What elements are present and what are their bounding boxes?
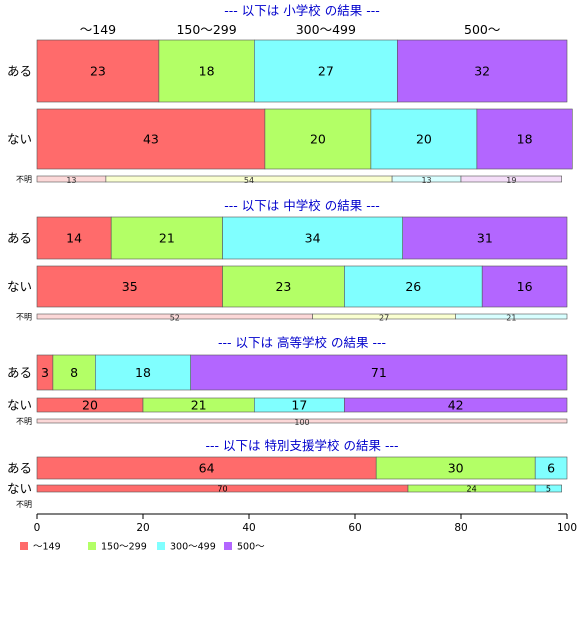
data-label: 8 xyxy=(70,365,78,380)
data-label: 18 xyxy=(517,132,533,147)
bar-segment xyxy=(222,216,403,260)
data-label: 71 xyxy=(371,365,387,380)
legend-label: 150〜299 xyxy=(101,542,147,553)
x-tick-label: 0 xyxy=(34,522,41,534)
row-label: ない xyxy=(7,398,32,413)
row-label: 不明 xyxy=(16,312,32,321)
legend-label: 300〜499 xyxy=(170,542,216,553)
row-label: ない xyxy=(7,132,32,147)
data-label: 17 xyxy=(291,398,307,413)
legend-swatch xyxy=(20,542,28,550)
top-category-label: 〜149 xyxy=(80,22,116,37)
bar-segment xyxy=(158,39,255,103)
data-label: 20 xyxy=(82,398,98,413)
panel-title: --- 以下は 特別支援学校 の結果 --- xyxy=(206,438,399,453)
data-label: 13 xyxy=(66,176,76,185)
x-tick-label: 80 xyxy=(454,522,467,534)
bar-segment xyxy=(460,175,562,183)
data-label: 23 xyxy=(90,64,106,79)
data-label: 23 xyxy=(275,279,291,294)
data-label: 6 xyxy=(547,461,555,476)
bar-segment xyxy=(36,265,223,308)
bar-segment xyxy=(344,397,568,413)
data-label: 64 xyxy=(199,461,215,476)
data-label: 19 xyxy=(506,176,516,185)
data-label: 70 xyxy=(217,484,227,493)
data-label: 35 xyxy=(122,279,138,294)
legend-swatch xyxy=(224,542,232,550)
bar-segment xyxy=(222,265,345,308)
row-label: ある xyxy=(7,231,32,246)
data-label: 14 xyxy=(66,231,82,246)
panel-title: --- 以下は 小学校 の結果 --- xyxy=(224,3,379,18)
data-label: 52 xyxy=(170,313,180,322)
bar-segment xyxy=(190,354,568,391)
data-label: 18 xyxy=(199,64,215,79)
data-label: 54 xyxy=(244,176,254,185)
legend-swatch xyxy=(157,542,165,550)
row-label: ある xyxy=(7,64,32,79)
data-label: 26 xyxy=(405,279,421,294)
data-label: 27 xyxy=(318,64,334,79)
data-label: 20 xyxy=(416,132,432,147)
row-label: 不明 xyxy=(16,417,32,426)
bar-segment xyxy=(110,216,223,260)
data-label: 30 xyxy=(448,461,464,476)
data-label: 42 xyxy=(448,398,464,413)
bar-segment xyxy=(254,39,398,103)
bar-segment xyxy=(370,108,478,170)
bar-segment xyxy=(344,265,483,308)
data-label: 21 xyxy=(191,398,207,413)
data-label: 24 xyxy=(467,484,477,493)
bar-segment xyxy=(397,39,568,103)
bar-segment xyxy=(481,265,568,308)
data-label: 18 xyxy=(135,365,151,380)
data-label: 32 xyxy=(474,64,490,79)
bar-segment xyxy=(534,484,563,493)
row-label: ない xyxy=(7,481,32,496)
panel-title: --- 以下は 高等学校 の結果 --- xyxy=(218,335,386,350)
data-label: 27 xyxy=(379,313,389,322)
row-label: 不明 xyxy=(16,175,32,184)
bar-segment xyxy=(534,456,568,480)
data-label: 13 xyxy=(421,176,431,185)
data-label: 43 xyxy=(143,132,159,147)
x-tick-label: 40 xyxy=(242,522,255,534)
bar-segment xyxy=(455,313,568,320)
row-label: ある xyxy=(7,365,32,380)
bar-segment xyxy=(36,418,568,424)
bar-segment xyxy=(36,108,266,170)
data-label: 34 xyxy=(305,231,321,246)
data-label: 5 xyxy=(546,484,551,493)
data-label: 31 xyxy=(477,231,493,246)
x-tick-label: 20 xyxy=(136,522,149,534)
bar-segment xyxy=(36,39,160,103)
top-category-label: 150〜299 xyxy=(176,22,236,37)
row-label: 不明 xyxy=(16,500,32,509)
x-tick-label: 100 xyxy=(557,522,577,534)
legend-label: 500〜 xyxy=(237,542,265,553)
data-label: 16 xyxy=(517,279,533,294)
legend-swatch xyxy=(88,542,96,550)
x-tick-label: 60 xyxy=(348,522,361,534)
row-label: ない xyxy=(7,279,32,294)
row-label: ある xyxy=(7,461,32,476)
data-label: 21 xyxy=(159,231,175,246)
data-label: 3 xyxy=(41,365,49,380)
data-label: 20 xyxy=(310,132,326,147)
top-category-label: 500〜 xyxy=(464,22,500,37)
bar-segment xyxy=(476,108,573,170)
bar-segment xyxy=(264,108,372,170)
legend-label: 〜149 xyxy=(33,542,61,553)
panel-title: --- 以下は 中学校 の結果 --- xyxy=(224,198,379,213)
bar-segment xyxy=(402,216,568,260)
top-category-label: 300〜499 xyxy=(296,22,356,37)
data-label: 100 xyxy=(294,418,309,427)
data-label: 21 xyxy=(506,313,516,322)
